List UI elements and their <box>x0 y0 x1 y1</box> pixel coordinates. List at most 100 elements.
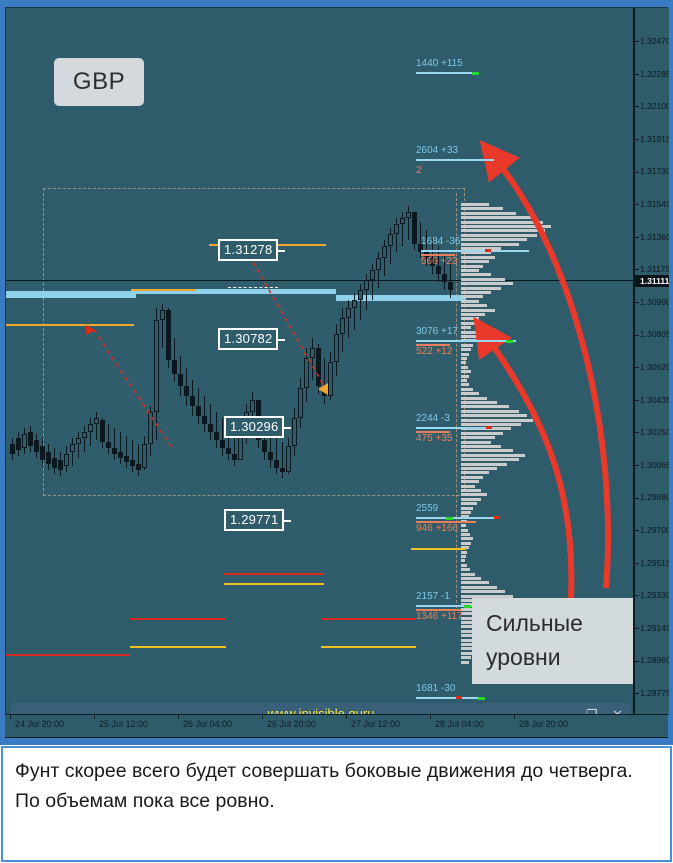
level-delta: 475 +35 <box>416 433 453 444</box>
candle-body <box>40 446 45 460</box>
volume-profile-bar <box>461 251 491 255</box>
candle-body <box>34 440 39 452</box>
candle-body <box>166 310 171 360</box>
candle-wick <box>222 418 223 456</box>
candle-body <box>292 418 297 446</box>
candle-body <box>358 290 363 300</box>
volume-profile-bar <box>461 326 471 330</box>
volume-level-delta: 475 +35 <box>416 433 452 445</box>
volume-level: 1684 -36 <box>421 236 460 248</box>
candle-wick <box>450 262 451 298</box>
candle-wick <box>264 418 265 460</box>
volume-profile-bar <box>461 317 479 321</box>
candle-wick <box>120 432 121 464</box>
volume-profile-bar <box>461 308 495 312</box>
volume-profile-bar <box>461 414 527 418</box>
volume-profile-bar <box>461 515 469 519</box>
volume-profile-bar <box>461 343 473 347</box>
candle-body <box>352 300 357 308</box>
callout-line-1: Сильные <box>486 610 583 636</box>
candle-wick <box>426 230 427 266</box>
level-marker-green <box>506 340 513 343</box>
volume-profile-bar <box>461 431 503 435</box>
candle-body <box>136 464 141 470</box>
support-line-red <box>6 654 130 656</box>
volume-profile-bar <box>461 409 519 413</box>
volume-profile-bar <box>461 295 483 299</box>
volume-profile-bar <box>461 247 501 250</box>
current-price-line <box>6 280 633 281</box>
candle-wick <box>372 264 373 300</box>
volume-profile-bar <box>461 656 471 660</box>
candle-body <box>226 448 231 454</box>
symbol-badge[interactable]: GBP <box>54 58 144 106</box>
time-tick: 28 Jul 20:00 <box>514 715 568 729</box>
level-volume: 1440 +115 <box>416 58 463 69</box>
candle-wick <box>348 300 349 338</box>
candle-body <box>190 396 195 406</box>
support-line-red <box>224 573 324 575</box>
price-axis[interactable]: 1.32470 1.32285 1.32100 1.31915 1.31730 1.315… <box>633 8 669 715</box>
candle-wick <box>108 424 109 454</box>
candle-body <box>328 362 333 396</box>
volume-profile-bar <box>461 445 501 448</box>
volume-profile-bar <box>461 361 466 365</box>
volume-profile-bar <box>461 313 485 316</box>
volume-profile-bar <box>461 577 481 580</box>
volume-profile-bar <box>461 286 501 290</box>
volume-profile-bar <box>461 220 543 224</box>
volume-profile-bar <box>461 458 519 462</box>
level-volume: 2604 +33 <box>416 145 458 156</box>
price-tick: 1.28960 <box>635 654 669 666</box>
volume-profile-bar <box>461 462 507 466</box>
candle-body <box>154 320 159 412</box>
price-tick: 1.32100 <box>635 100 669 112</box>
candle-wick <box>366 274 367 310</box>
volume-profile-bar <box>461 383 469 387</box>
candle-body <box>196 406 201 416</box>
level-delta: 522 +12 <box>416 346 453 357</box>
annotation-arrows <box>473 140 611 599</box>
candle-wick <box>234 428 235 466</box>
candle-wick <box>90 418 91 446</box>
price-tick: 1.29880 <box>635 491 669 503</box>
volume-level: 3076 +17 <box>416 326 458 338</box>
candle-wick <box>84 426 85 452</box>
chart-plot-area[interactable]: 1.31278 1.30782 1.30296 1.29771 1440 +11… <box>6 8 633 715</box>
volume-profile-bar <box>461 211 516 215</box>
candle-wick <box>402 212 403 246</box>
candle-wick <box>396 218 397 252</box>
candle-body <box>52 458 57 468</box>
price-tick: 1.32285 <box>635 68 669 80</box>
candle-wick <box>72 438 73 466</box>
trend-line-overlay <box>93 247 325 449</box>
candle-body <box>346 308 351 318</box>
volume-profile-bar <box>461 453 525 457</box>
candle-body <box>160 310 165 320</box>
candle-body <box>202 416 207 424</box>
candle-wick <box>438 246 439 282</box>
price-tick: 1.30435 <box>635 394 669 406</box>
price-tick: 1.29145 <box>635 622 669 634</box>
volume-profile-bar <box>461 541 471 545</box>
volume-profile-bar <box>461 475 483 479</box>
volume-profile-bar <box>461 216 531 220</box>
vertical-dashed-marker <box>456 193 457 608</box>
candle-wick <box>282 442 283 478</box>
time-tick: 26 Jul 20:00 <box>262 715 316 729</box>
price-tick: 1.31175 <box>635 263 669 275</box>
volume-profile-bar <box>461 511 471 514</box>
candle-wick <box>126 436 127 468</box>
volume-level-delta: 2 <box>416 165 422 177</box>
candle-wick <box>78 432 79 458</box>
candle-body <box>280 468 285 472</box>
candle-wick <box>114 428 115 460</box>
price-tick: 1.29700 <box>635 524 669 536</box>
price-tag: 1.30296 <box>224 416 292 438</box>
candle-body <box>412 212 417 244</box>
price-tag: 1.29771 <box>224 509 292 531</box>
level-line-blue <box>416 605 508 607</box>
candle-body <box>88 424 93 432</box>
candle-wick <box>354 294 355 330</box>
white-dashed-marker <box>228 287 278 288</box>
